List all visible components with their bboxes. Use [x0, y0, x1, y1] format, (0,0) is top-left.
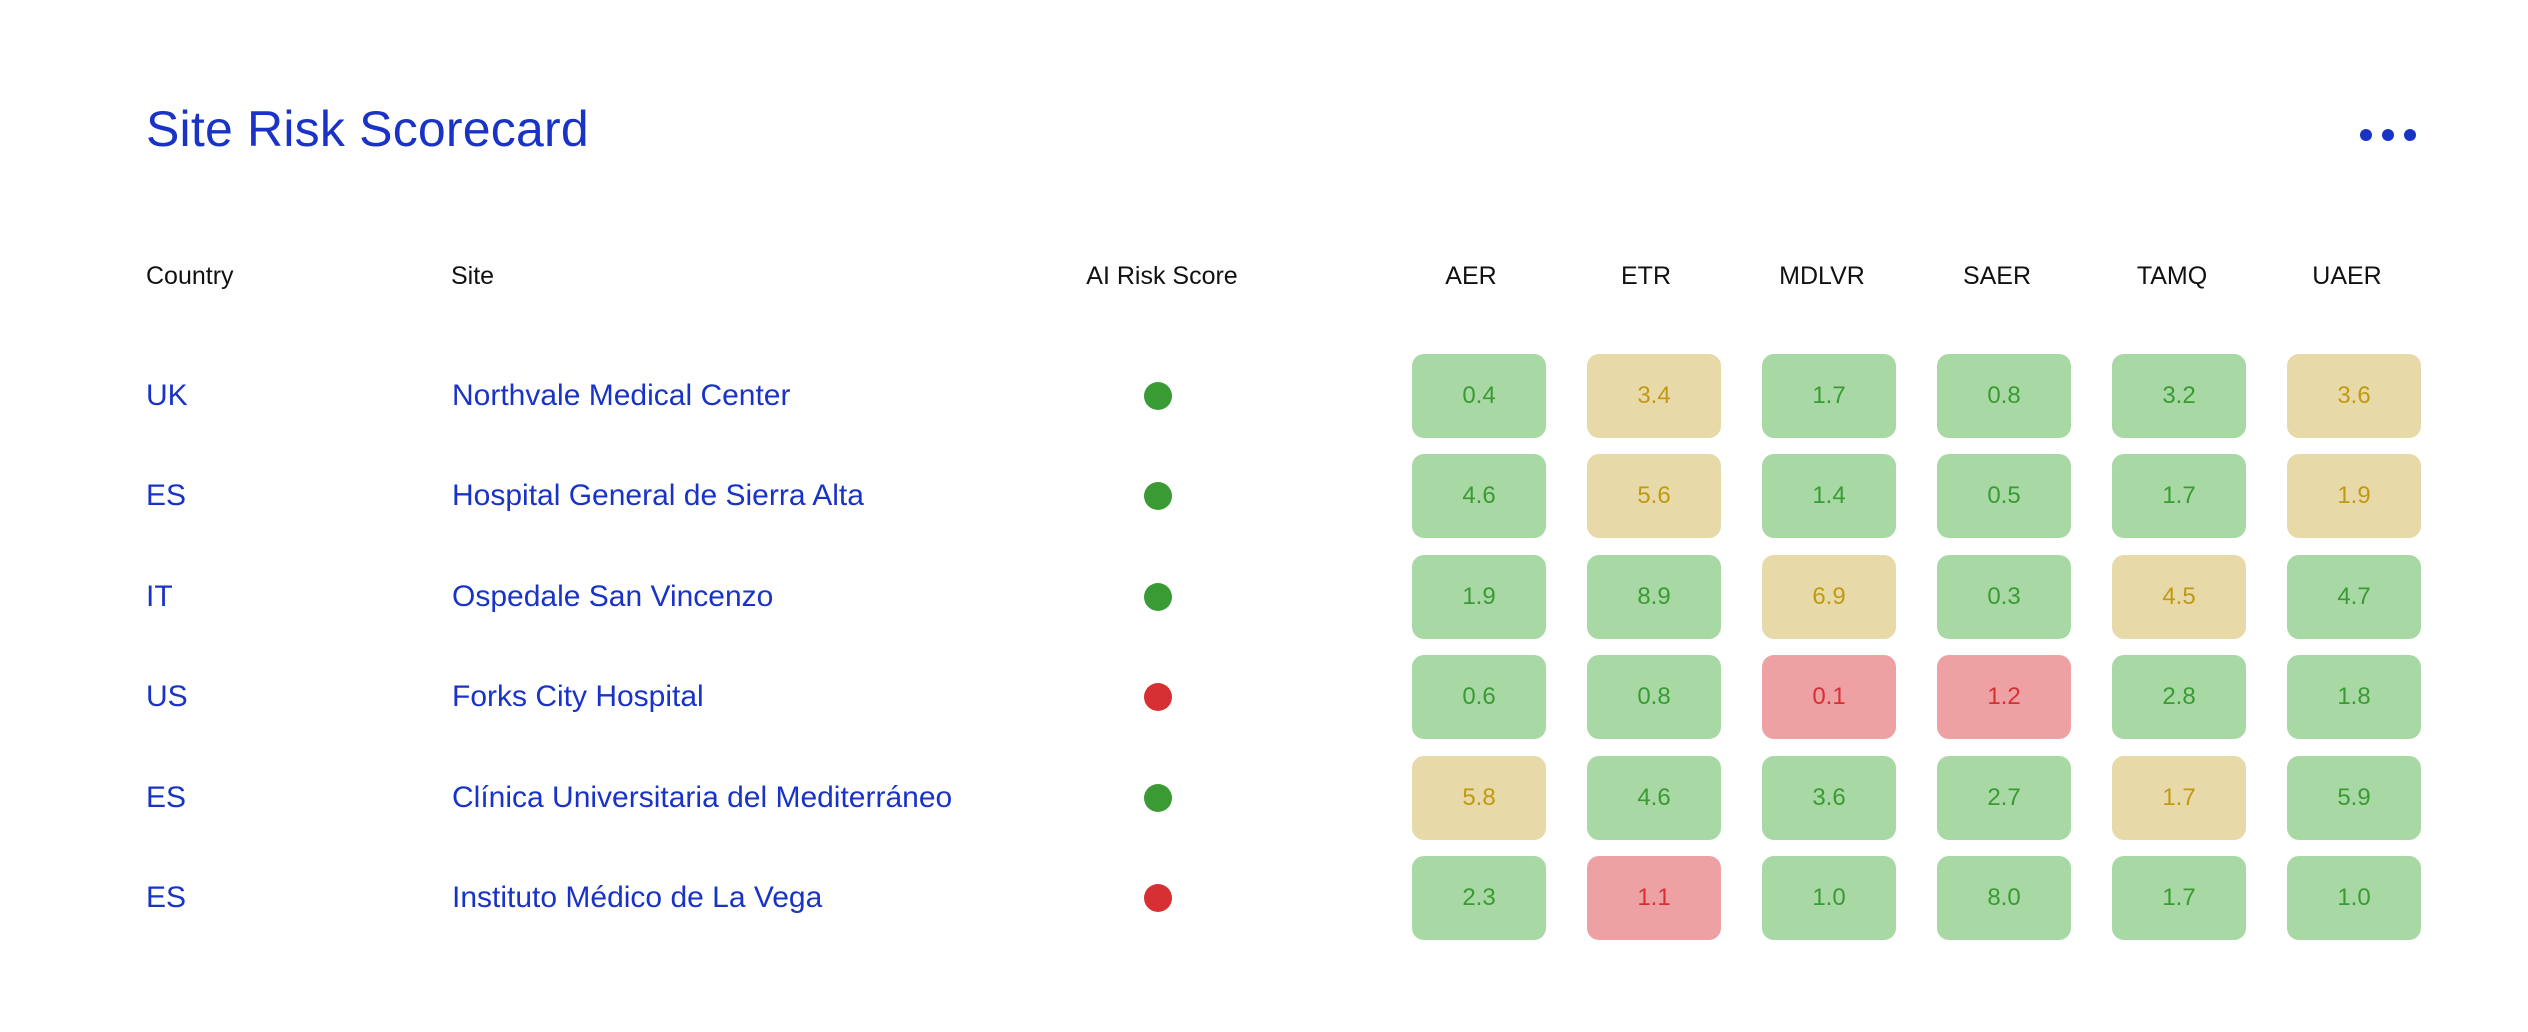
site-link[interactable]: Ospedale San Vincenzo [452, 580, 774, 613]
metric-cell-saer: 8.0 [1937, 856, 2071, 940]
risk-status-indicator [1144, 583, 1172, 611]
metric-cell-aer: 0.6 [1412, 655, 1546, 739]
site-link[interactable]: Forks City Hospital [452, 680, 704, 713]
metric-cell-tamq: 1.7 [2112, 856, 2246, 940]
country-cell: ES [146, 881, 187, 914]
metric-cell-uaer: 5.9 [2287, 756, 2421, 840]
metric-cell-etr: 8.9 [1587, 555, 1721, 639]
page-title: Site Risk Scorecard [146, 101, 589, 157]
column-header-aer: AER [1445, 262, 1497, 290]
site-link[interactable]: Hospital General de Sierra Alta [452, 479, 864, 512]
risk-status-indicator [1144, 784, 1172, 812]
metric-cell-mdlvr: 1.7 [1762, 354, 1896, 438]
column-header-ai-risk-score: AI Risk Score [1086, 262, 1238, 290]
metric-cell-tamq: 1.7 [2112, 756, 2246, 840]
risk-status-indicator [1144, 884, 1172, 912]
site-link[interactable]: Instituto Médico de La Vega [452, 881, 823, 914]
column-header-site: Site [451, 262, 495, 290]
country-cell: US [146, 680, 188, 713]
metric-cell-etr: 5.6 [1587, 454, 1721, 538]
metric-cell-etr: 4.6 [1587, 756, 1721, 840]
metric-cell-aer: 2.3 [1412, 856, 1546, 940]
more-horizontal-icon [2404, 129, 2416, 141]
metric-cell-uaer: 3.6 [2287, 354, 2421, 438]
column-header-etr: ETR [1621, 262, 1671, 290]
more-horizontal-icon [2360, 129, 2372, 141]
table-row[interactable]: ES Hospital General de Sierra Alta 4.6 5.6 1… [0, 454, 2528, 538]
column-header-country: Country [146, 262, 234, 290]
column-header-uaer: UAER [2312, 262, 2382, 290]
metric-cell-saer: 0.8 [1937, 354, 2071, 438]
metric-cell-mdlvr: 1.0 [1762, 856, 1896, 940]
metric-cell-saer: 0.3 [1937, 555, 2071, 639]
metric-cell-tamq: 4.5 [2112, 555, 2246, 639]
site-link[interactable]: Clínica Universitaria del Mediterráneo [452, 781, 953, 814]
more-options-button[interactable] [2360, 118, 2416, 152]
more-horizontal-icon [2382, 129, 2394, 141]
metric-cell-uaer: 1.8 [2287, 655, 2421, 739]
metric-cell-aer: 1.9 [1412, 555, 1546, 639]
table-row[interactable]: US Forks City Hospital 0.6 0.8 0.1 1.2 2.8 1.8 [0, 655, 2528, 739]
metric-cell-saer: 2.7 [1937, 756, 2071, 840]
metric-cell-mdlvr: 1.4 [1762, 454, 1896, 538]
table-row[interactable]: IT Ospedale San Vincenzo 1.9 8.9 6.9 0.3 4.5 4.… [0, 555, 2528, 639]
table-row[interactable]: ES Instituto Médico de La Vega 2.3 1.1 1.0 8.… [0, 856, 2528, 940]
site-link[interactable]: Northvale Medical Center [452, 379, 791, 412]
metric-cell-tamq: 2.8 [2112, 655, 2246, 739]
table-row[interactable]: UK Northvale Medical Center 0.4 3.4 1.7 0.8 3.… [0, 354, 2528, 438]
table-header: Country Site AI Risk Score AER ETR MDLVR… [0, 262, 2528, 292]
country-cell: UK [146, 379, 188, 412]
metric-cell-etr: 0.8 [1587, 655, 1721, 739]
column-header-saer: SAER [1962, 262, 2032, 290]
metric-cell-aer: 0.4 [1412, 354, 1546, 438]
column-header-mdlvr: MDLVR [1779, 262, 1865, 290]
country-cell: ES [146, 781, 187, 814]
risk-status-indicator [1144, 382, 1172, 410]
metric-cell-mdlvr: 0.1 [1762, 655, 1896, 739]
metric-cell-uaer: 1.9 [2287, 454, 2421, 538]
column-header-tamq: TAMQ [2136, 262, 2208, 290]
table-row[interactable]: ES Clínica Universitaria del Mediterráneo… [0, 756, 2528, 840]
metric-cell-etr: 1.1 [1587, 856, 1721, 940]
risk-status-indicator [1144, 482, 1172, 510]
country-cell: IT [146, 580, 173, 613]
metric-cell-mdlvr: 6.9 [1762, 555, 1896, 639]
metric-cell-etr: 3.4 [1587, 354, 1721, 438]
metric-cell-tamq: 3.2 [2112, 354, 2246, 438]
metric-cell-aer: 5.8 [1412, 756, 1546, 840]
metric-cell-uaer: 1.0 [2287, 856, 2421, 940]
metric-cell-tamq: 1.7 [2112, 454, 2246, 538]
risk-status-indicator [1144, 683, 1172, 711]
metric-cell-saer: 1.2 [1937, 655, 2071, 739]
metric-cell-uaer: 4.7 [2287, 555, 2421, 639]
country-cell: ES [146, 479, 187, 512]
metric-cell-saer: 0.5 [1937, 454, 2071, 538]
metric-cell-aer: 4.6 [1412, 454, 1546, 538]
metric-cell-mdlvr: 3.6 [1762, 756, 1896, 840]
